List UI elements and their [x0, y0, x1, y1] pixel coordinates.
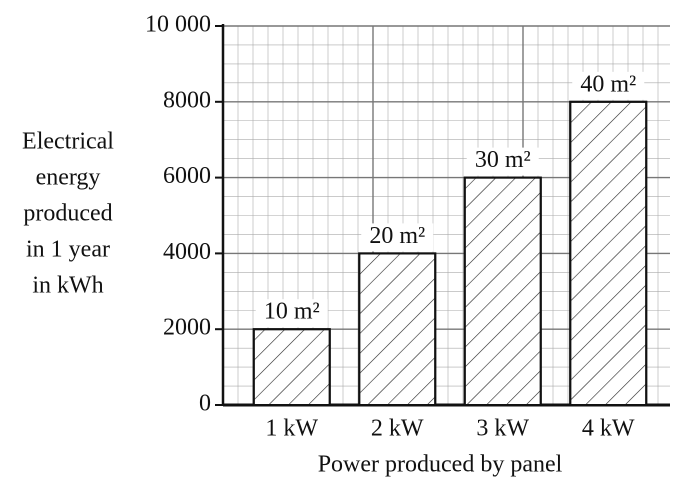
x-tick-label: 4 kW: [582, 416, 635, 442]
y-tick-label: 0: [199, 391, 211, 417]
annotation-background: [466, 147, 539, 176]
bar-annotation: 20 m²: [369, 223, 425, 249]
annotation-background: [361, 223, 434, 252]
y-tick-label: 6000: [163, 163, 211, 189]
bar-hatch: [252, 328, 331, 407]
y-tick-label: 8000: [163, 87, 211, 113]
y-axis-label: produced: [23, 201, 112, 227]
y-tick-label: 10 000: [145, 12, 211, 38]
bar-annotation: 40 m²: [580, 71, 636, 97]
y-tick-label: 4000: [163, 239, 211, 265]
x-axis-label: Power produced by panel: [318, 452, 563, 478]
y-axis-label: energy: [36, 165, 101, 191]
x-tick-label: 1 kW: [265, 416, 318, 442]
y-axis-label: in 1 year: [26, 237, 110, 263]
x-tick-label: 3 kW: [476, 416, 529, 442]
y-axis-label: in kWh: [32, 273, 103, 299]
bar-annotation: 10 m²: [264, 299, 320, 325]
bar-annotation: 30 m²: [475, 147, 531, 173]
y-axis-label: Electrical: [22, 129, 114, 155]
annotation-background: [255, 299, 328, 328]
y-tick-label: 2000: [163, 315, 211, 341]
bar-hatch: [463, 176, 542, 406]
annotation-background: [572, 71, 645, 100]
bar-hatch: [358, 252, 437, 406]
bar-hatch: [569, 100, 648, 407]
x-tick-label: 2 kW: [371, 416, 424, 442]
